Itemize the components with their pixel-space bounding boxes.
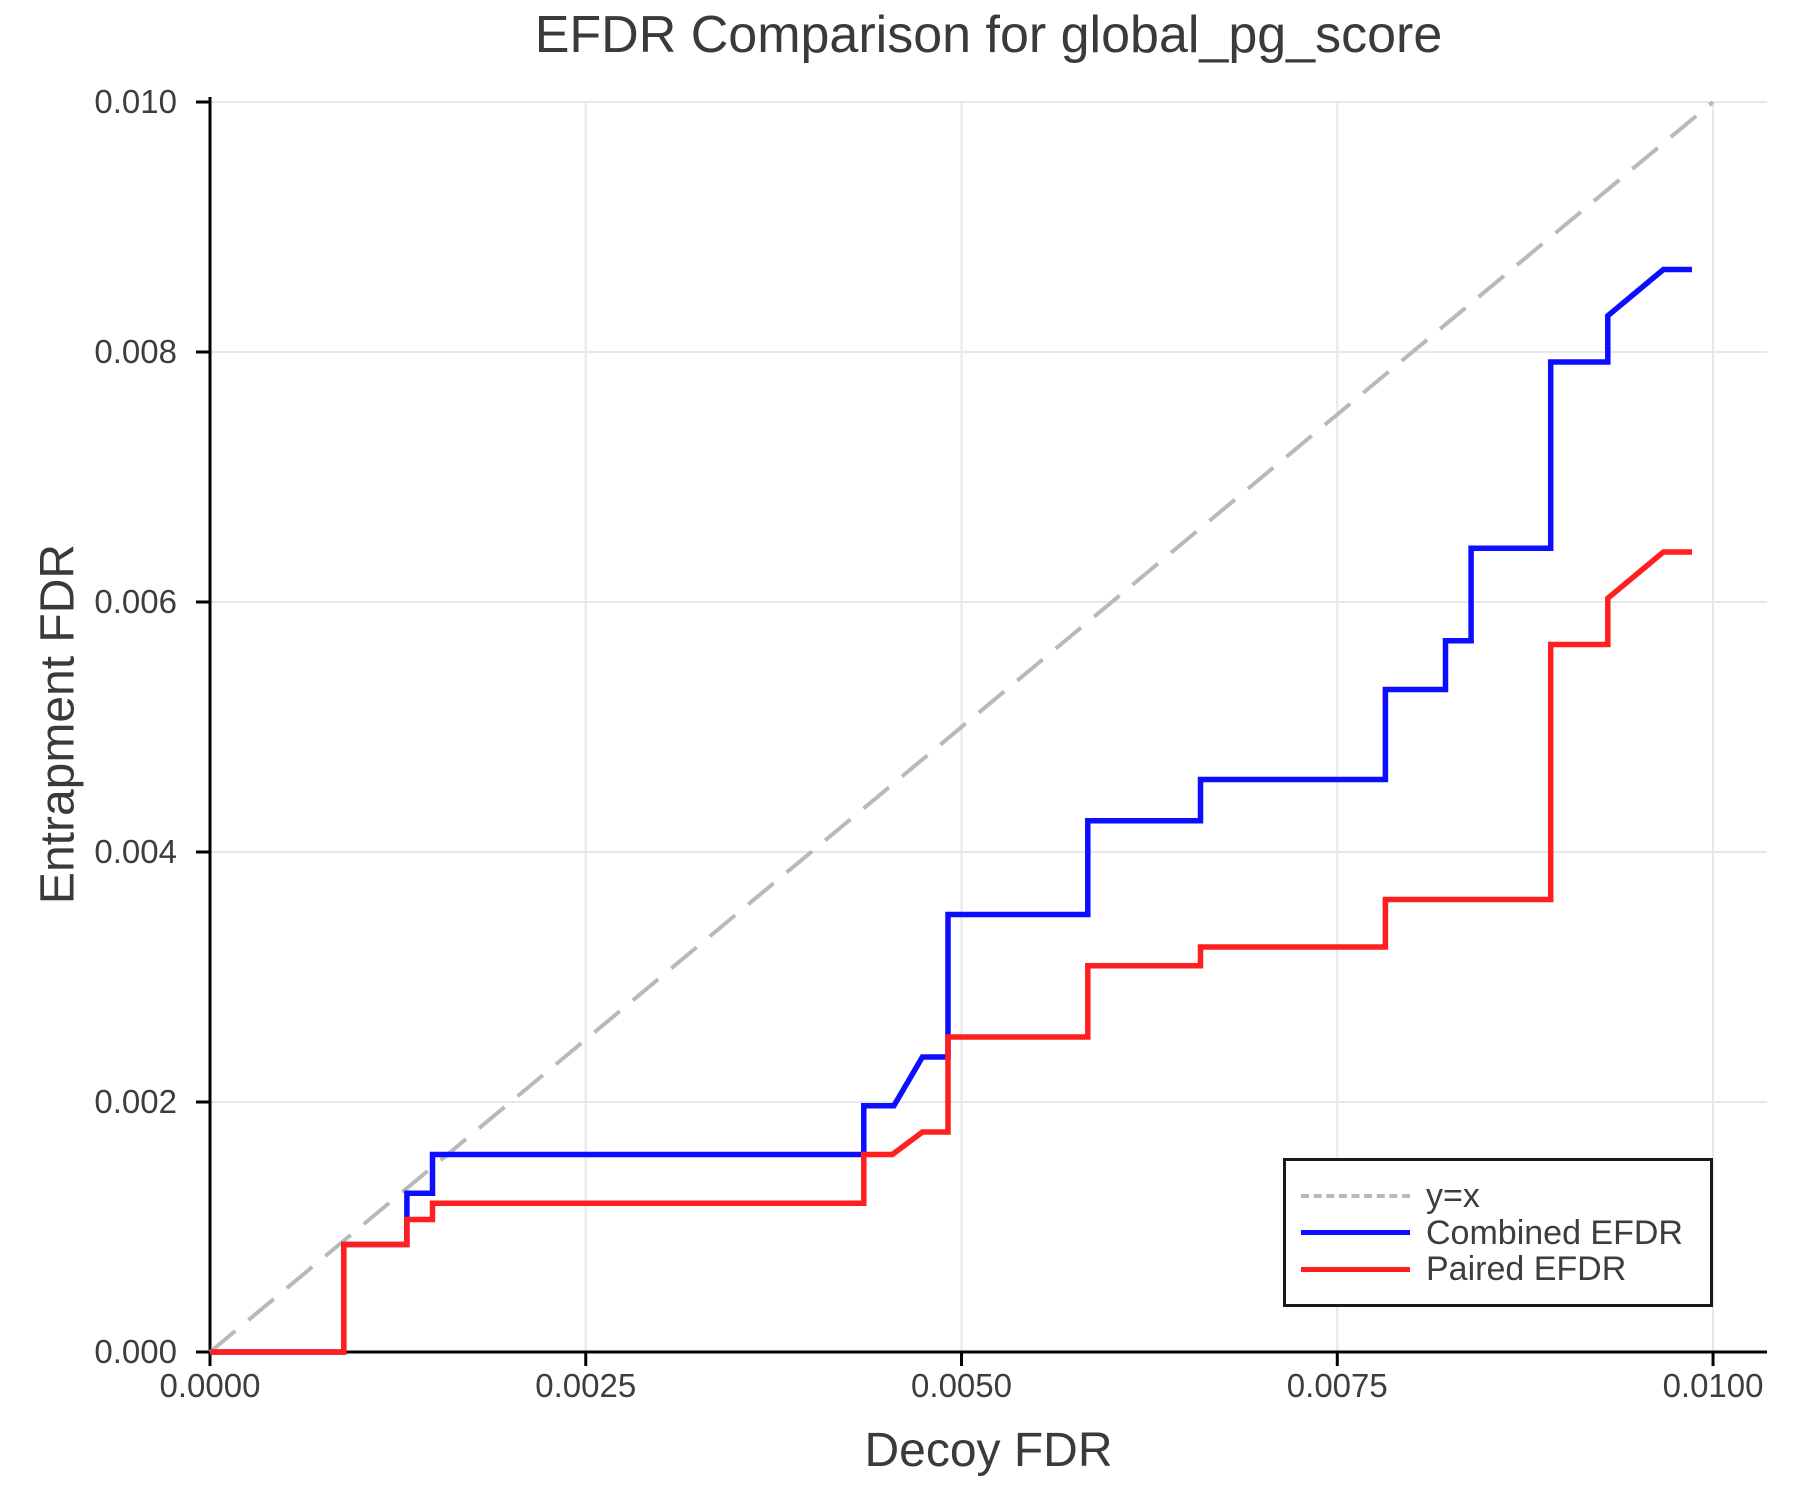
legend-item-yx: y=x [1301,1178,1710,1215]
legend-item-combined-efdr: Combined EFDR [1301,1214,1710,1251]
y-tick-label-0.008: 0.008 [94,333,177,370]
x-tick-label-0.0025: 0.0025 [535,1367,636,1404]
paired-efdr-line [210,549,1692,1355]
yx-line-sample [1301,1194,1410,1198]
x-tick-label-0.0075: 0.0075 [1287,1367,1388,1404]
x-tick-labels: 0.0000 0.0025 0.0050 0.0075 0.0100 [160,1367,1764,1404]
axis-ticks [196,100,1715,1366]
x-tick-label-0.0050: 0.0050 [911,1367,1012,1404]
y-tick-label-0.002: 0.002 [94,1083,177,1120]
legend-label-combined-efdr: Combined EFDR [1426,1213,1683,1252]
chart-title: EFDR Comparison for global_pg_score [534,6,1443,64]
combined-efdr-line-sample [1301,1230,1410,1235]
y-tick-label-0.000: 0.000 [94,1333,177,1370]
axes-spines [208,97,1767,1354]
y-axis-label: Entrapment FDR [31,543,85,905]
legend-label-yx: y=x [1426,1177,1480,1215]
yx-reference-line [208,100,1715,1354]
combined-efdr-line [210,266,1692,1355]
y-tick-labels: 0.000 0.002 0.004 0.006 0.008 0.010 [94,83,177,1370]
x-tick-label-0.0000: 0.0000 [160,1367,261,1404]
x-axis-label: Decoy FDR [864,1424,1113,1477]
paired-efdr-line-sample [1301,1266,1410,1272]
legend: y=x Combined EFDR Paired EFDR [1283,1158,1713,1307]
series-lines [208,100,1715,1355]
legend-item-paired-efdr: Paired EFDR [1301,1251,1710,1288]
y-tick-label-0.006: 0.006 [94,583,177,620]
x-tick-label-0.0100: 0.0100 [1663,1367,1764,1404]
legend-label-paired-efdr: Paired EFDR [1426,1250,1627,1288]
y-tick-label-0.004: 0.004 [94,833,177,870]
y-tick-label-0.010: 0.010 [94,83,177,120]
